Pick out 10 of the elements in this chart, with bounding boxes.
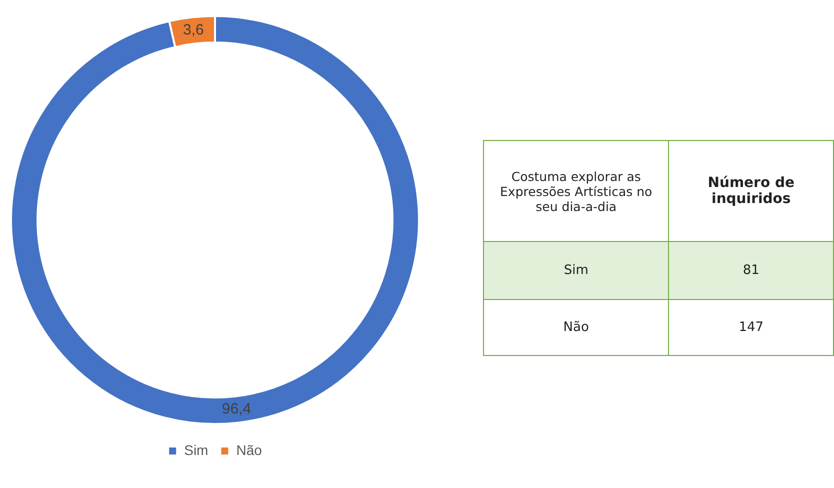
data-label: 96,4	[222, 400, 252, 418]
category-label: Não	[484, 300, 669, 356]
data-label: 3,6	[183, 22, 204, 39]
data-label: 147	[668, 300, 834, 356]
legend-label: Não	[236, 442, 262, 458]
category-label: Sim	[484, 242, 669, 300]
legend-label: Sim	[184, 442, 208, 458]
text: Costuma explorar as Expressões Artísticas no seu dia-a-dia	[484, 140, 669, 242]
text: Número de inquiridos	[668, 140, 834, 242]
data-label: 81	[668, 242, 834, 300]
